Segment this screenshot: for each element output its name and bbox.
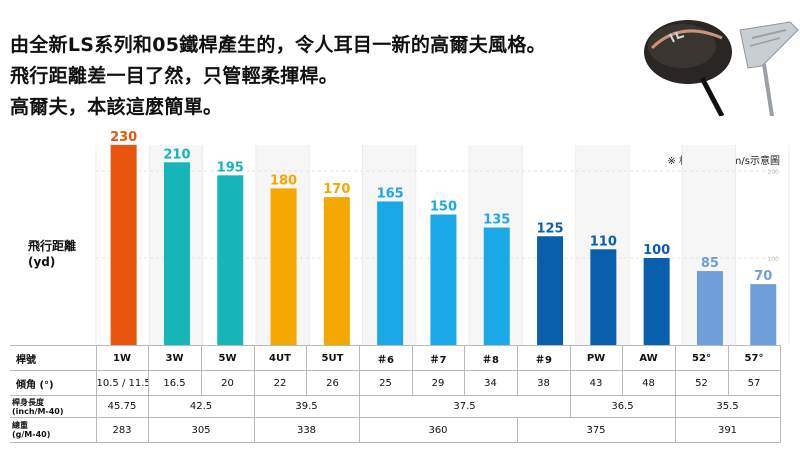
data-label: 170 [323, 182, 350, 197]
spec-row: 桿身長度 (inch/M-40) 45.75 42.5 39.5 37.5 36.5 35.5 [10, 395, 781, 418]
spec-cell: 57° [727, 345, 781, 371]
spec-row-header: 總重 (g/M-40) [10, 417, 97, 443]
bar [217, 175, 244, 345]
spec-cell: 10.5 / 11.5 [95, 370, 149, 396]
data-label: 180 [270, 173, 297, 188]
spec-cell: AW [621, 345, 676, 371]
spec-cell: 26 [305, 370, 360, 396]
spec-cell: 283 [95, 417, 149, 443]
bar [270, 188, 297, 345]
spec-cell: 42.5 [147, 395, 255, 418]
spec-cell: ＃6 [358, 345, 413, 371]
bar [110, 144, 137, 345]
headline-line-2: 飛行距離差一目了然，只管輕柔揮桿。 [10, 65, 339, 87]
spec-cell: 37.5 [358, 395, 571, 418]
y-axis-label-text: 飛行距離 (yd) [28, 238, 76, 270]
product-image [644, 20, 799, 116]
spec-cell: ＃7 [411, 345, 465, 371]
spec-cell: 43 [569, 370, 623, 396]
spec-cell: 48 [621, 370, 676, 396]
spec-cell: 25 [358, 370, 413, 396]
headline-line-3: 高爾夫，本該這麼簡單。 [10, 96, 223, 118]
spec-row: 總重 (g/M-40) 283 305 338 360 375 391 [10, 417, 781, 443]
spec-cell: 36.5 [569, 395, 676, 418]
data-label: 195 [217, 160, 244, 175]
grid-label: 100 [768, 256, 780, 263]
spec-row: 傾角 (°) 10.5 / 11.5 16.5 20 22 26 25 29 34 38 43 48 5… [10, 370, 781, 396]
spec-cell: 52 [674, 370, 729, 396]
spec-cell: 375 [516, 417, 676, 443]
y-axis-label-line: (yd) [28, 255, 56, 269]
spec-cell: 57 [727, 370, 781, 396]
bar [430, 214, 457, 345]
spec-cell: ＃9 [516, 345, 571, 371]
spec-cell: 38 [516, 370, 571, 396]
bar [750, 284, 777, 345]
bar [590, 249, 617, 345]
spec-cell: 35.5 [674, 395, 781, 418]
headline: 由全新LS系列和05鐵桿產生的，令人耳目一新的高爾夫風格。 飛行距離差一目了然，… [10, 30, 610, 123]
spec-cell: 16.5 [147, 370, 202, 396]
spec-cell: 22 [253, 370, 307, 396]
bar [537, 236, 564, 345]
spec-row: 桿號 1W 3W 5W 4UT 5UT ＃6 ＃7 ＃8 ＃9 PW AW 52° 57° [10, 345, 781, 371]
iron-club-illustration [739, 21, 799, 116]
spec-cell: 34 [463, 370, 518, 396]
bar [483, 227, 510, 345]
spec-cell: 4UT [253, 345, 307, 371]
y-axis-label-line: 飛行距離 [28, 239, 77, 253]
data-label: 150 [430, 200, 457, 215]
y-axis-label: 飛行距離 (yd) [28, 238, 76, 270]
spec-cell: 1W [95, 345, 149, 371]
spec-cell: 338 [253, 417, 360, 443]
spec-cell: ＃8 [463, 345, 518, 371]
spec-cell: 305 [147, 417, 255, 443]
spec-table: 桿號 1W 3W 5W 4UT 5UT ＃6 ＃7 ＃8 ＃9 PW AW 52° 57° 傾角 (°) 10… [10, 345, 781, 443]
spec-cell: 5W [200, 345, 255, 371]
data-label: 110 [590, 234, 617, 249]
spec-row-header: 桿身長度 (inch/M-40) [10, 395, 97, 418]
spec-cell: 360 [358, 417, 518, 443]
data-label: 85 [701, 256, 719, 271]
data-label: 230 [110, 130, 137, 145]
spec-row-header: 傾角 (°) [10, 370, 97, 396]
bar [696, 271, 723, 345]
data-label: 165 [377, 186, 404, 201]
spec-cell: 391 [674, 417, 781, 443]
headline-line-1: 由全新LS系列和05鐵桿產生的，令人耳目一新的高爾夫風格。 [10, 34, 546, 56]
bar [163, 162, 190, 345]
bar [643, 258, 670, 345]
data-label: 100 [643, 243, 670, 258]
spec-cell: 45.75 [95, 395, 149, 418]
spec-cell: 29 [411, 370, 465, 396]
grid-label: 200 [768, 169, 780, 176]
spec-cell: 3W [147, 345, 202, 371]
spec-cell: 39.5 [253, 395, 360, 418]
data-label: 135 [483, 213, 510, 228]
bar [323, 197, 350, 345]
data-label: 210 [163, 147, 190, 162]
spec-cell: 52° [674, 345, 729, 371]
spec-row-header: 桿號 [10, 345, 97, 371]
data-label: 70 [754, 269, 772, 284]
spec-cell: 5UT [305, 345, 360, 371]
distance-bar-chart: 100 200 230 210 195 180 170 165 150 135 125 110 100 8… [95, 130, 790, 345]
driver-club-illustration [644, 20, 732, 116]
data-label: 125 [536, 221, 563, 236]
spec-cell: PW [569, 345, 623, 371]
bar [377, 201, 404, 345]
spec-cell: 20 [200, 370, 255, 396]
